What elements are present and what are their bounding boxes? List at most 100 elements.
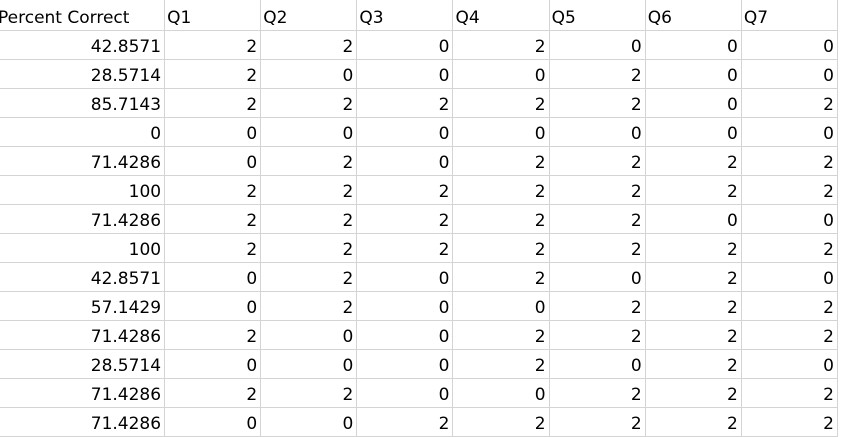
- score-cell-q4[interactable]: 0: [452, 117, 550, 147]
- score-cell-q2[interactable]: 2: [260, 30, 358, 60]
- percent-correct-cell[interactable]: 42.8571: [0, 262, 166, 292]
- score-cell-q2[interactable]: 2: [260, 262, 358, 292]
- score-cell-q5[interactable]: 0: [549, 117, 646, 147]
- score-cell-q4[interactable]: 2: [452, 175, 550, 205]
- score-cell-q5[interactable]: 2: [549, 204, 646, 234]
- score-cell-q7[interactable]: 0: [741, 262, 839, 292]
- score-cell-q7[interactable]: 2: [741, 407, 839, 437]
- score-cell-q3[interactable]: 0: [356, 262, 454, 292]
- score-cell-q2[interactable]: 0: [260, 117, 358, 147]
- score-cell-q1[interactable]: 0: [164, 146, 262, 176]
- score-cell-q4[interactable]: 2: [452, 349, 550, 379]
- score-cell-q2[interactable]: 0: [260, 59, 358, 89]
- score-cell-q7[interactable]: 2: [741, 146, 839, 176]
- header-cell-q6[interactable]: Q6: [645, 0, 742, 31]
- score-cell-q4[interactable]: 2: [452, 146, 550, 176]
- score-cell-q4[interactable]: 2: [452, 88, 550, 118]
- score-cell-q1[interactable]: 2: [164, 320, 262, 350]
- score-cell-q7[interactable]: 0: [741, 30, 839, 60]
- score-cell-q7[interactable]: 2: [741, 233, 839, 263]
- score-cell-q5[interactable]: 2: [549, 291, 646, 321]
- score-cell-q1[interactable]: 2: [164, 378, 262, 408]
- score-cell-q7[interactable]: 2: [741, 291, 839, 321]
- score-cell-q6[interactable]: 0: [645, 117, 742, 147]
- score-cell-q2[interactable]: 0: [260, 349, 358, 379]
- score-cell-q3[interactable]: 0: [356, 291, 454, 321]
- score-cell-q4[interactable]: 0: [452, 291, 550, 321]
- percent-correct-cell[interactable]: 100: [0, 233, 166, 263]
- score-cell-q7[interactable]: 2: [741, 88, 839, 118]
- score-cell-q1[interactable]: 0: [164, 349, 262, 379]
- score-cell-q2[interactable]: 2: [260, 175, 358, 205]
- score-cell-q1[interactable]: 2: [164, 175, 262, 205]
- score-cell-q4[interactable]: 2: [452, 30, 550, 60]
- score-cell-q2[interactable]: 0: [260, 320, 358, 350]
- score-cell-q3[interactable]: 0: [356, 146, 454, 176]
- score-cell-q6[interactable]: 0: [645, 88, 742, 118]
- percent-correct-cell[interactable]: 71.4286: [0, 204, 166, 234]
- score-cell-q1[interactable]: 0: [164, 262, 262, 292]
- percent-correct-cell[interactable]: 85.7143: [0, 88, 166, 118]
- score-cell-q1[interactable]: 0: [164, 407, 262, 437]
- score-cell-q3[interactable]: 2: [356, 175, 454, 205]
- score-cell-q3[interactable]: 2: [356, 407, 454, 437]
- score-cell-q1[interactable]: 2: [164, 233, 262, 263]
- score-cell-q2[interactable]: 2: [260, 378, 358, 408]
- score-cell-q3[interactable]: 0: [356, 30, 454, 60]
- score-cell-q5[interactable]: 2: [549, 320, 646, 350]
- header-cell-q4[interactable]: Q4: [452, 0, 550, 31]
- score-cell-q4[interactable]: 2: [452, 262, 550, 292]
- score-cell-q2[interactable]: 2: [260, 233, 358, 263]
- score-cell-q6[interactable]: 2: [645, 146, 742, 176]
- score-cell-q2[interactable]: 2: [260, 204, 358, 234]
- score-cell-q6[interactable]: 2: [645, 320, 742, 350]
- score-cell-q7[interactable]: 0: [741, 59, 839, 89]
- score-cell-q4[interactable]: 2: [452, 320, 550, 350]
- score-cell-q1[interactable]: 0: [164, 117, 262, 147]
- score-cell-q3[interactable]: 0: [356, 378, 454, 408]
- percent-correct-cell[interactable]: 71.4286: [0, 320, 166, 350]
- score-cell-q2[interactable]: 2: [260, 88, 358, 118]
- score-cell-q7[interactable]: 0: [741, 204, 839, 234]
- score-cell-q6[interactable]: 0: [645, 59, 742, 89]
- score-cell-q6[interactable]: 2: [645, 378, 742, 408]
- score-cell-q2[interactable]: 2: [260, 291, 358, 321]
- score-cell-q4[interactable]: 2: [452, 407, 550, 437]
- score-cell-q7[interactable]: 0: [741, 349, 839, 379]
- score-cell-q3[interactable]: 2: [356, 233, 454, 263]
- percent-correct-cell[interactable]: 71.4286: [0, 146, 166, 176]
- percent-correct-cell[interactable]: 28.5714: [0, 59, 166, 89]
- score-cell-q4[interactable]: 2: [452, 233, 550, 263]
- score-cell-q6[interactable]: 2: [645, 175, 742, 205]
- score-cell-q7[interactable]: 2: [741, 320, 839, 350]
- score-cell-q3[interactable]: 0: [356, 349, 454, 379]
- score-cell-q6[interactable]: 2: [645, 407, 742, 437]
- score-cell-q6[interactable]: 2: [645, 262, 742, 292]
- percent-correct-cell[interactable]: 42.8571: [0, 30, 166, 60]
- score-cell-q5[interactable]: 0: [549, 349, 646, 379]
- header-cell-q7[interactable]: Q7: [741, 0, 839, 31]
- score-cell-q5[interactable]: 2: [549, 146, 646, 176]
- score-cell-q1[interactable]: 2: [164, 59, 262, 89]
- score-cell-q3[interactable]: 0: [356, 59, 454, 89]
- score-cell-q3[interactable]: 0: [356, 320, 454, 350]
- score-cell-q6[interactable]: 2: [645, 233, 742, 263]
- score-cell-q5[interactable]: 2: [549, 59, 646, 89]
- header-cell-q2[interactable]: Q2: [260, 0, 358, 31]
- score-cell-q3[interactable]: 2: [356, 88, 454, 118]
- score-cell-q5[interactable]: 2: [549, 88, 646, 118]
- percent-correct-cell[interactable]: 71.4286: [0, 407, 166, 437]
- score-cell-q1[interactable]: 0: [164, 291, 262, 321]
- score-cell-q6[interactable]: 2: [645, 349, 742, 379]
- score-cell-q3[interactable]: 2: [356, 204, 454, 234]
- score-cell-q4[interactable]: 0: [452, 59, 550, 89]
- score-cell-q1[interactable]: 2: [164, 88, 262, 118]
- score-cell-q6[interactable]: 2: [645, 291, 742, 321]
- percent-correct-cell[interactable]: 71.4286: [0, 378, 166, 408]
- score-cell-q5[interactable]: 0: [549, 262, 646, 292]
- percent-correct-cell[interactable]: 100: [0, 175, 166, 205]
- header-cell-q5[interactable]: Q5: [549, 0, 646, 31]
- score-cell-q4[interactable]: 2: [452, 204, 550, 234]
- score-cell-q4[interactable]: 0: [452, 378, 550, 408]
- score-cell-q6[interactable]: 0: [645, 204, 742, 234]
